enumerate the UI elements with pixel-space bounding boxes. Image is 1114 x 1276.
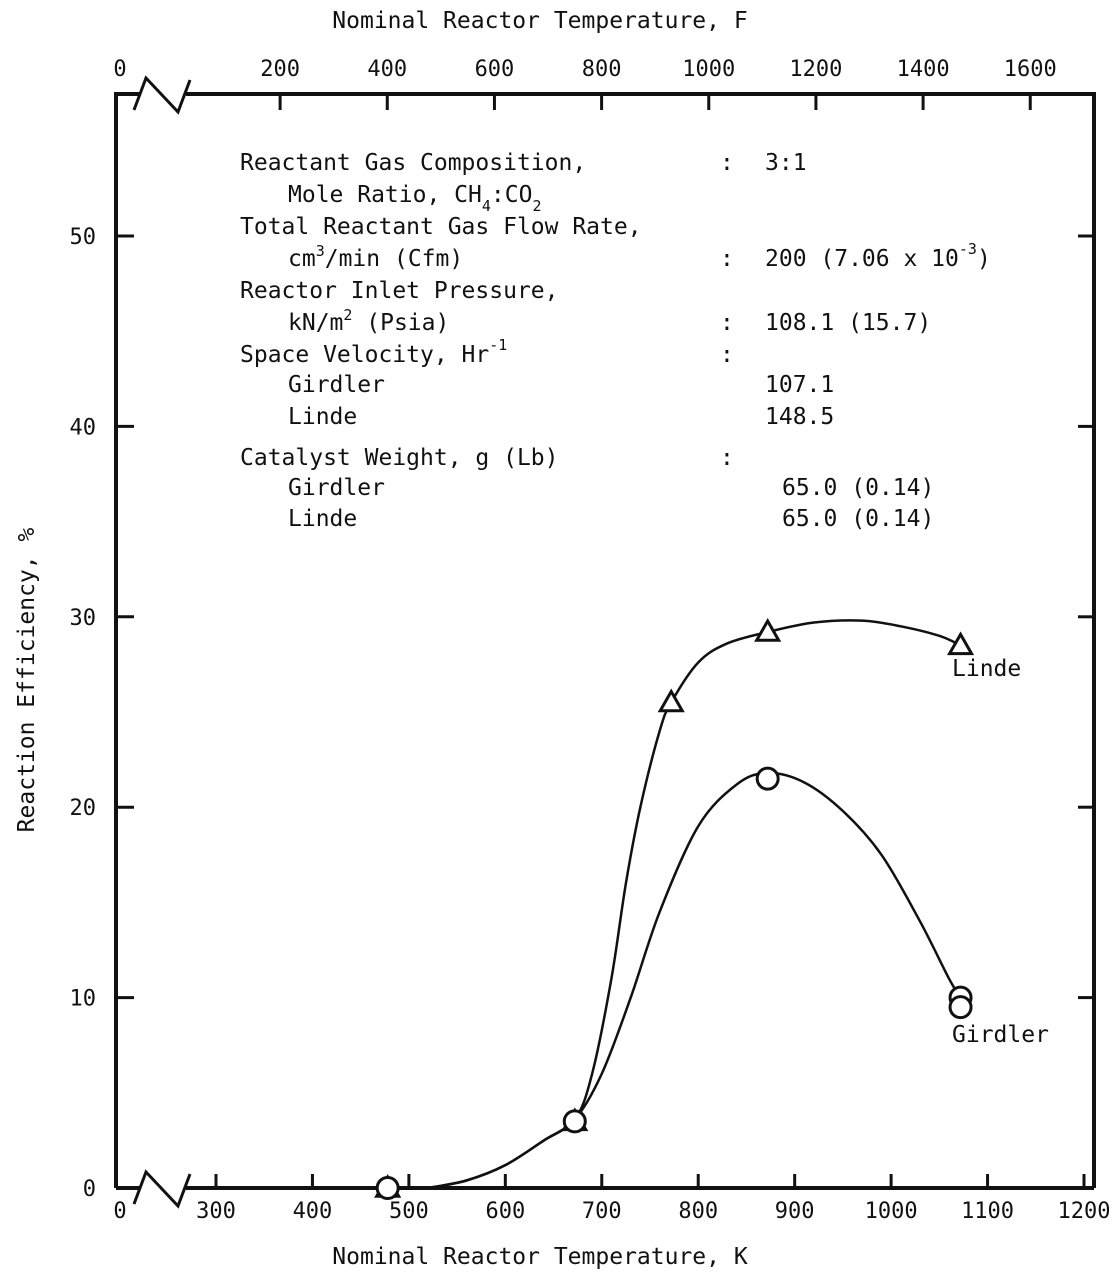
info-pressure-units-a: kN/m (288, 310, 343, 336)
info-flow-units: cm3/min (Cfm) (288, 242, 463, 272)
x2-tick-label: 1200 (789, 57, 842, 82)
x2-tick-label: 1000 (682, 57, 735, 82)
info-colon: : (720, 342, 734, 368)
info-flow-value-c: ) (977, 246, 991, 272)
x-tick-label: 900 (775, 1199, 815, 1224)
info-colon: : (720, 310, 734, 336)
x-tick-label: 0 (113, 1199, 126, 1224)
x2-tick-label: 800 (582, 57, 622, 82)
x-tick-label: 800 (678, 1199, 718, 1224)
info-cw-girdler-label: Girdler (288, 475, 385, 501)
y-tick-label: 50 (70, 225, 97, 250)
x2-tick-label: 200 (260, 57, 300, 82)
x-tick-label: 400 (293, 1199, 333, 1224)
y-axis-title: Reaction Efficiency, % (14, 528, 40, 833)
info-cw-linde-value: 65.0 (0.14) (782, 506, 934, 532)
x2-tick-label: 400 (367, 57, 407, 82)
info-catalyst-label: Catalyst Weight, g (Lb) (240, 445, 559, 471)
axis-break-bottom (132, 1169, 192, 1209)
info-flow-units-sup: 3 (316, 242, 325, 260)
info-sv-girdler-label: Girdler (288, 372, 385, 398)
info-cw-linde-label: Linde (288, 506, 357, 532)
info-flow-units-a: cm (288, 246, 316, 272)
x2-tick-label: 1600 (1004, 57, 1057, 82)
info-space-velocity-a: Space Velocity, Hr (240, 342, 489, 368)
info-mole-ratio-label: Mole Ratio, CH4:CO2 (288, 182, 541, 215)
marker-triangle-linde (946, 631, 975, 656)
y-tick-label: 30 (70, 606, 97, 631)
x-tick-label: 1100 (961, 1199, 1014, 1224)
y-tick-label: 20 (70, 796, 97, 821)
x-tick-label: 1200 (1058, 1199, 1111, 1224)
series-line-linde (427, 619, 962, 1190)
info-flow-units-b: /min (Cfm) (325, 246, 463, 272)
info-colon: : (720, 150, 734, 176)
info-space-velocity-sup: -1 (489, 336, 507, 354)
x2-tick-label: 0 (113, 57, 126, 82)
info-space-velocity-label: Space Velocity, Hr-1 (240, 336, 507, 368)
x2-axis-title: Nominal Reactor Temperature, F (332, 8, 747, 34)
x-tick-label: 700 (582, 1199, 622, 1224)
info-composition-label: Reactant Gas Composition, (240, 150, 586, 176)
info-colon: : (720, 246, 734, 272)
y-tick-label: 40 (70, 415, 97, 440)
x-tick-label: 300 (196, 1199, 236, 1224)
info-flow-label: Total Reactant Gas Flow Rate, (240, 214, 642, 240)
x-tick-label: 600 (485, 1199, 525, 1224)
series-layer (374, 618, 975, 1200)
marker-triangle-linde (754, 618, 782, 642)
axis-break-top (132, 75, 192, 115)
info-pressure-units-sup: 2 (343, 306, 352, 324)
series-label-linde: Linde (952, 656, 1021, 682)
info-sv-linde-label: Linde (288, 404, 357, 430)
info-composition-value: 3:1 (765, 150, 807, 176)
x2-tick-label: 600 (475, 57, 515, 82)
info-flow-value-a: 200 (7.06 x 10 (765, 246, 959, 272)
info-sv-linde-value: 148.5 (765, 404, 834, 430)
x-axis-ticks: 0 300 400 500 600 700 800 900 1000 1100 1200 (113, 1174, 1110, 1224)
info-flow-value-sup: -3 (959, 240, 977, 258)
marker-triangle-linde (657, 688, 685, 713)
info-mole-ratio-a: Mole Ratio, CH (288, 182, 482, 208)
x2-axis-ticks: 0 200 400 600 800 1000 1200 1400 1600 (113, 57, 1057, 110)
marker-circle-girdler (375, 1176, 400, 1200)
info-mole-ratio-sub: 4 (482, 197, 491, 215)
x-tick-label: 500 (389, 1199, 429, 1224)
x2-tick-label: 1400 (897, 57, 950, 82)
info-pressure-value: 108.1 (15.7) (765, 310, 931, 336)
info-pressure-units: kN/m2 (Psia) (288, 306, 449, 336)
marker-circle-girdler (562, 1109, 587, 1134)
series-line-girdler (427, 771, 962, 1190)
x-tick-label: 1000 (865, 1199, 918, 1224)
marker-circle-girdler (755, 766, 780, 791)
info-colon: : (720, 445, 734, 471)
info-cw-girdler-value: 65.0 (0.14) (782, 475, 934, 501)
y-tick-label: 0 (83, 1177, 96, 1202)
x-axis-title: Nominal Reactor Temperature, K (332, 1244, 748, 1270)
info-sv-girdler-value: 107.1 (765, 372, 834, 398)
conditions-block: Reactant Gas Composition, : 3:1 Mole Rat… (240, 150, 991, 532)
plot-frame (114, 75, 1096, 1209)
info-flow-value: 200 (7.06 x 10-3) (765, 240, 991, 272)
info-mole-ratio-sub2: 2 (532, 197, 541, 215)
info-pressure-label: Reactor Inlet Pressure, (240, 278, 559, 304)
info-mole-ratio-b: :CO (491, 182, 533, 208)
marker-circle-girdler (948, 995, 973, 1020)
series-label-girdler: Girdler (952, 1022, 1049, 1048)
info-pressure-units-b: (Psia) (352, 310, 449, 336)
y-axis-ticks: 0 10 20 30 40 50 (70, 225, 1094, 1202)
y-tick-label: 10 (70, 987, 97, 1012)
